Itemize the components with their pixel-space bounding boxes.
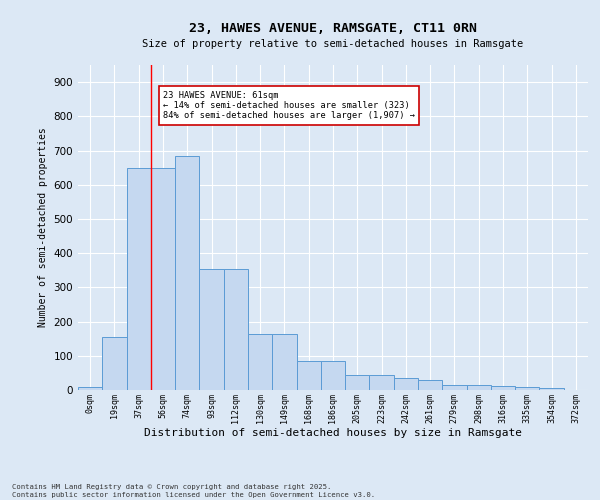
Bar: [224, 268, 248, 390]
Text: 23, HAWES AVENUE, RAMSGATE, CT11 0RN: 23, HAWES AVENUE, RAMSGATE, CT11 0RN: [189, 22, 477, 36]
Bar: [442, 385, 467, 390]
Text: 23 HAWES AVENUE: 61sqm
← 14% of semi-detached houses are smaller (323)
84% of se: 23 HAWES AVENUE: 61sqm ← 14% of semi-det…: [163, 90, 415, 120]
Bar: [370, 374, 394, 390]
Bar: [102, 337, 127, 390]
Bar: [491, 386, 515, 390]
Bar: [296, 361, 321, 390]
Bar: [78, 386, 102, 390]
Bar: [199, 268, 224, 390]
Bar: [175, 156, 199, 390]
Text: Size of property relative to semi-detached houses in Ramsgate: Size of property relative to semi-detach…: [142, 39, 524, 49]
Bar: [127, 168, 151, 390]
Bar: [467, 385, 491, 390]
Y-axis label: Number of semi-detached properties: Number of semi-detached properties: [38, 128, 48, 328]
Bar: [418, 380, 442, 390]
Bar: [321, 361, 345, 390]
Bar: [151, 168, 175, 390]
Text: Contains HM Land Registry data © Crown copyright and database right 2025.
Contai: Contains HM Land Registry data © Crown c…: [12, 484, 375, 498]
Bar: [515, 386, 539, 390]
Bar: [248, 334, 272, 390]
Bar: [394, 378, 418, 390]
X-axis label: Distribution of semi-detached houses by size in Ramsgate: Distribution of semi-detached houses by …: [144, 428, 522, 438]
Bar: [345, 374, 370, 390]
Bar: [539, 388, 564, 390]
Bar: [272, 334, 296, 390]
